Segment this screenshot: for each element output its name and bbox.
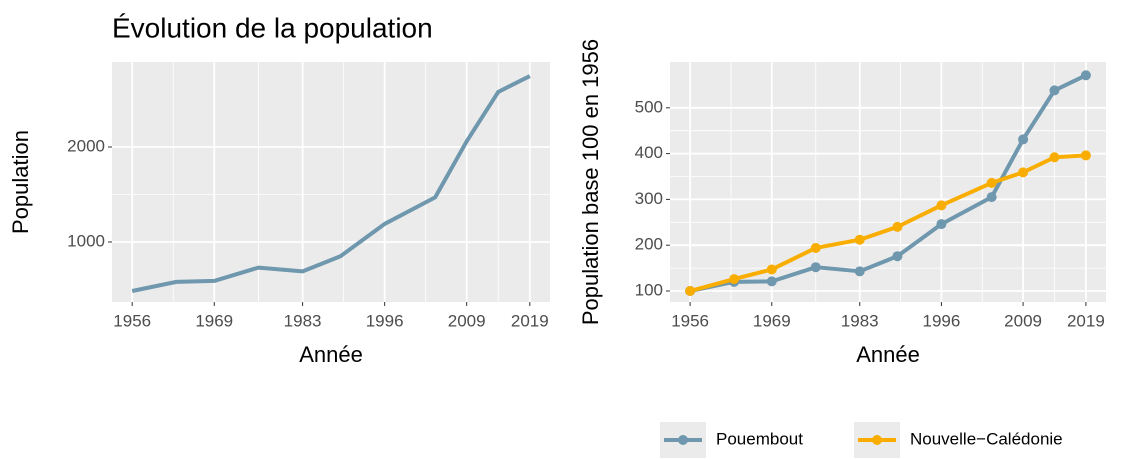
point — [685, 286, 696, 297]
y-tick-label: 300 — [635, 189, 663, 208]
point — [1049, 152, 1060, 163]
x-tick-label: 2019 — [1067, 311, 1105, 330]
y-tick-label: 1000 — [67, 231, 105, 250]
point — [1080, 70, 1091, 81]
x-tick-label: 1969 — [195, 311, 233, 330]
point — [766, 276, 777, 287]
x-tick-label: 1996 — [366, 311, 404, 330]
x-axis-title: Année — [856, 342, 920, 367]
x-tick-label: 1996 — [922, 311, 960, 330]
x-tick-label: 2019 — [511, 311, 549, 330]
x-tick-label: 1956 — [671, 311, 709, 330]
point — [854, 266, 865, 277]
point — [892, 221, 903, 232]
point — [854, 234, 865, 245]
x-tick-label: 1983 — [841, 311, 879, 330]
y-tick-label: 2000 — [67, 136, 105, 155]
point — [986, 192, 997, 203]
legend-label: Nouvelle−Calédonie — [910, 429, 1063, 448]
point — [1018, 167, 1029, 178]
y-tick-label: 100 — [635, 280, 663, 299]
point — [986, 177, 997, 188]
x-tick-label: 1969 — [753, 311, 791, 330]
legend-label: Pouembout — [716, 429, 803, 448]
point — [936, 219, 947, 230]
x-axis-title: Année — [299, 342, 363, 367]
line — [131, 74, 531, 293]
legend-point — [872, 435, 882, 445]
point — [766, 264, 777, 275]
point — [1018, 134, 1029, 145]
point — [1049, 85, 1060, 96]
y-tick-label: 200 — [635, 235, 663, 254]
panel-background — [670, 62, 1106, 302]
y-axis-title: Population — [8, 130, 33, 234]
point — [936, 200, 947, 211]
x-tick-label: 1983 — [284, 311, 322, 330]
point — [1080, 150, 1091, 161]
y-axis-title: Population base 100 en 1956 — [578, 39, 603, 325]
x-tick-label: 2009 — [448, 311, 486, 330]
y-tick-label: 500 — [635, 97, 663, 116]
point — [729, 274, 740, 285]
x-tick-label: 1956 — [113, 311, 151, 330]
point — [810, 262, 821, 273]
point — [892, 251, 903, 262]
chart-title: Évolution de la population — [112, 12, 433, 43]
point — [810, 242, 821, 253]
legend-point — [678, 435, 688, 445]
panel-background — [112, 62, 550, 302]
y-tick-label: 400 — [635, 143, 663, 162]
x-tick-label: 2009 — [1004, 311, 1042, 330]
